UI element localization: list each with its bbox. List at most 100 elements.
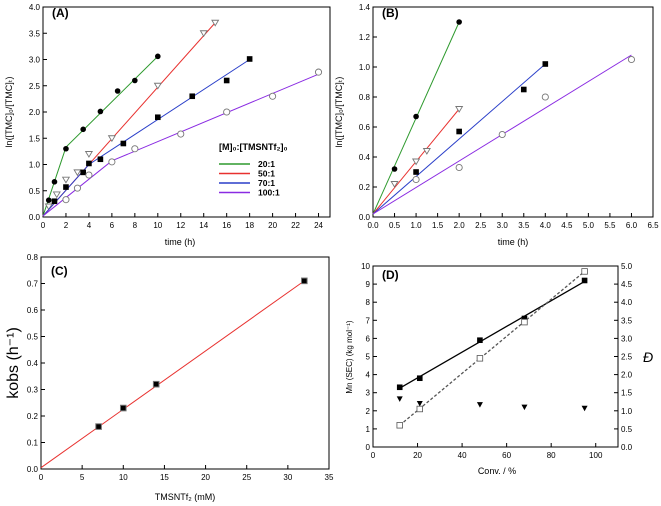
x-axis-title: time (h) xyxy=(498,237,529,247)
data-point xyxy=(411,158,421,166)
data-point xyxy=(391,166,398,172)
panel-label: (B) xyxy=(382,6,399,20)
plot-frame xyxy=(42,6,331,218)
data-point xyxy=(521,404,528,411)
data-point xyxy=(269,92,277,100)
data-point xyxy=(498,130,506,139)
y2-tick-label: 5.0 xyxy=(621,262,633,271)
data-point xyxy=(301,277,308,285)
y-tick-label: 1 xyxy=(366,425,371,434)
y-tick-label: 0.0 xyxy=(359,213,371,222)
data-point xyxy=(51,198,58,205)
x-tick-label: 1.0 xyxy=(411,221,423,230)
series-70-1 xyxy=(42,56,253,217)
x-tick-label: 30 xyxy=(283,473,292,482)
data-point xyxy=(416,401,423,407)
legend-item: 70:1 xyxy=(219,178,275,188)
fit-line xyxy=(399,280,585,389)
data-point xyxy=(246,56,253,62)
data-point xyxy=(131,145,139,153)
x-tick-label: 20 xyxy=(268,221,277,230)
y-tick-label: 5 xyxy=(366,353,371,362)
data-point xyxy=(52,191,61,199)
x-tick-label: 24 xyxy=(314,221,323,230)
y-tick-label: 0.1 xyxy=(27,439,39,448)
x-tick-label: 0.5 xyxy=(389,221,401,230)
y-tick-label: 1.5 xyxy=(29,134,41,143)
legend-label: 50:1 xyxy=(258,169,275,179)
x-tick-label: 2.0 xyxy=(454,221,466,230)
data-point xyxy=(62,196,70,204)
panel-label: (A) xyxy=(52,6,69,20)
series-1 xyxy=(396,268,588,429)
x-tick-label: 60 xyxy=(502,451,511,460)
x-tick-label: 12 xyxy=(176,221,185,230)
x-tick-label: 100 xyxy=(589,451,603,460)
panel-d: 0 20 40 60 80 100 0 1 2 3 4 5 6 7 8 9 10 0.0 0.5 1.0 1.5 2.0 2… xyxy=(345,262,653,476)
data-point xyxy=(119,404,127,412)
data-point xyxy=(107,135,116,143)
x-tick-label: 1.5 xyxy=(432,221,444,230)
y-tick-label: 0.6 xyxy=(359,123,371,132)
data-point xyxy=(476,402,483,408)
data-point xyxy=(63,184,69,190)
y2-tick-label: 2.5 xyxy=(621,353,633,362)
data-point xyxy=(627,55,636,64)
data-point xyxy=(416,375,423,382)
data-point xyxy=(390,181,399,188)
y-tick-label: 1.2 xyxy=(359,33,371,42)
data-point xyxy=(581,405,588,412)
data-point xyxy=(314,68,323,76)
data-point xyxy=(177,130,185,138)
series-1 xyxy=(372,106,464,215)
y-tick-label: 0.3 xyxy=(27,386,39,395)
panel-label: (D) xyxy=(382,268,399,282)
data-point xyxy=(97,108,104,115)
data-point xyxy=(80,126,86,133)
series-3 xyxy=(372,54,636,215)
data-point xyxy=(456,19,462,25)
x-tick-label: 40 xyxy=(458,451,467,460)
y-tick-label: 1.4 xyxy=(359,3,371,12)
panel-b: 0.0 0.5 1.0 1.5 2.0 2.5 3.0 3.5 4.0 4.5 5.0 5.5 6.0 6… xyxy=(334,3,659,247)
x-tick-label: 5 xyxy=(80,473,85,482)
x-tick-label: 6.0 xyxy=(626,221,638,230)
panel-c: 0 5 10 15 20 25 30 35 0.0 0.1 0.2 0.3 0.4 0.5 0.6 0.7 0.… xyxy=(5,253,334,502)
y2-tick-label: 3.5 xyxy=(621,316,633,325)
fit-line xyxy=(372,63,546,215)
y-tick-label: 0.6 xyxy=(27,306,39,315)
y-tick-label: 0.0 xyxy=(27,465,39,474)
x-tick-label: 10 xyxy=(119,473,128,482)
x-tick-label: 0.0 xyxy=(367,221,379,230)
series-0 xyxy=(396,277,588,391)
y-tick-label: 0.4 xyxy=(27,359,39,368)
y2-tick-label: 1.0 xyxy=(621,407,633,416)
series-0 xyxy=(372,19,462,215)
data-point xyxy=(73,169,82,177)
x-tick-label: 8 xyxy=(133,221,138,230)
y-tick-label: 0.5 xyxy=(29,187,41,196)
y-tick-label: 8 xyxy=(366,298,371,307)
series-0 xyxy=(40,277,308,469)
data-point xyxy=(80,169,86,176)
x-tick-label: 25 xyxy=(242,473,251,482)
series-100-1 xyxy=(42,68,323,217)
legend-label: 100:1 xyxy=(258,188,280,198)
data-point xyxy=(521,315,528,322)
y-tick-label: 0.7 xyxy=(27,280,39,289)
x-tick-label: 80 xyxy=(547,451,556,460)
y-tick-label: 1.0 xyxy=(29,161,41,170)
data-point xyxy=(155,114,161,121)
data-point xyxy=(476,355,484,362)
data-point xyxy=(189,93,196,100)
panel-label: (C) xyxy=(51,264,68,278)
y2-tick-label: 4.5 xyxy=(621,280,633,289)
x-tick-label: 0 xyxy=(39,473,44,482)
y-tick-label: 7 xyxy=(366,316,371,325)
data-point xyxy=(114,88,121,94)
series-2 xyxy=(396,396,588,412)
x-tick-label: 22 xyxy=(291,221,300,230)
y-tick-label: 0.2 xyxy=(27,412,39,421)
legend-item: 20:1 xyxy=(219,159,275,169)
